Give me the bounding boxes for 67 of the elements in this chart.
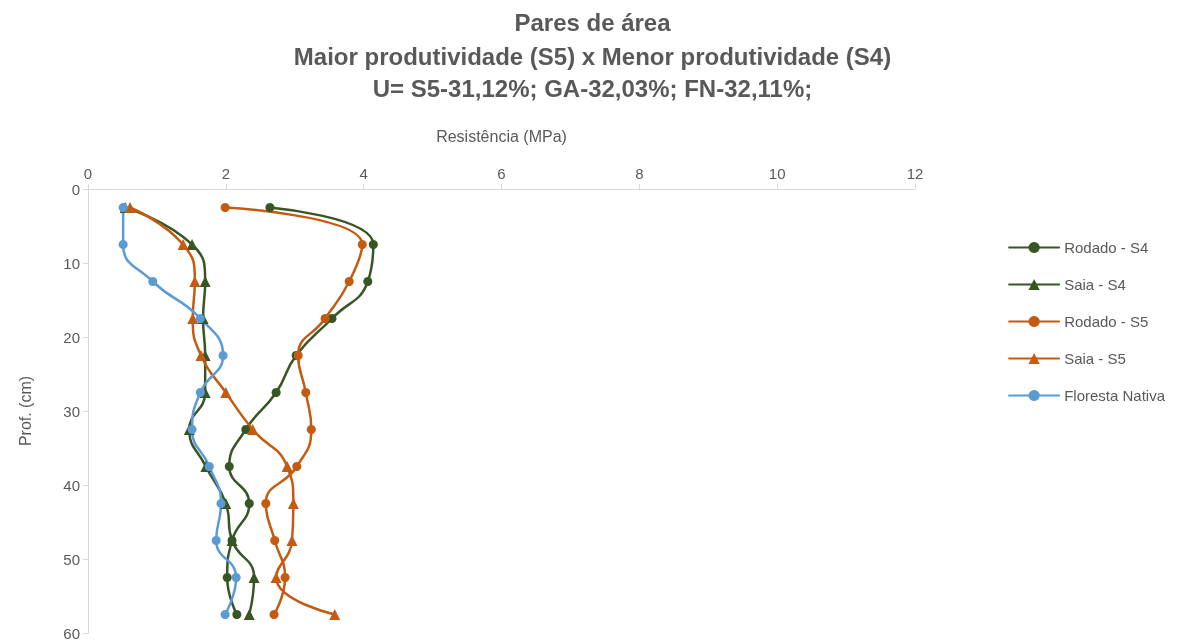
point bbox=[368, 240, 378, 249]
point bbox=[363, 277, 373, 286]
x-tick-label: 6 bbox=[497, 165, 506, 182]
point bbox=[148, 277, 158, 286]
point bbox=[232, 610, 242, 619]
legend-label: Saia - S5 bbox=[1064, 350, 1126, 367]
y-tick-label: 50 bbox=[63, 550, 80, 568]
point bbox=[187, 425, 197, 434]
point bbox=[248, 572, 260, 583]
chart-title: Pares de área bbox=[514, 8, 672, 36]
x-tick-label: 4 bbox=[359, 165, 368, 182]
point bbox=[261, 499, 271, 508]
point bbox=[124, 202, 136, 213]
point bbox=[306, 425, 316, 434]
point bbox=[243, 609, 255, 620]
x-tick-label: 10 bbox=[768, 165, 786, 182]
point bbox=[320, 314, 330, 323]
x-tick-label: 8 bbox=[635, 165, 644, 182]
point bbox=[281, 461, 293, 472]
point bbox=[187, 313, 199, 324]
y-axis-title: Prof. (cm) bbox=[16, 375, 34, 447]
legend-label: Rodado - S5 bbox=[1064, 313, 1149, 330]
y-tick-label: 10 bbox=[63, 254, 80, 272]
point bbox=[247, 424, 259, 435]
point bbox=[287, 498, 299, 509]
x-tick-label: 12 bbox=[906, 165, 924, 182]
point bbox=[329, 609, 341, 620]
point bbox=[118, 240, 128, 249]
point bbox=[231, 573, 241, 582]
x-tick-label: 0 bbox=[83, 165, 93, 182]
y-tick-label: 40 bbox=[63, 476, 80, 494]
point bbox=[195, 350, 207, 361]
point bbox=[301, 388, 311, 397]
point bbox=[195, 314, 205, 323]
point bbox=[270, 536, 280, 545]
point bbox=[265, 203, 275, 212]
point bbox=[344, 277, 354, 286]
point bbox=[177, 239, 189, 250]
y-tick-label: 0 bbox=[71, 180, 80, 198]
chart-subtitle: Maior produtividade (S5) x Menor produtividade (S4) U= S5-31,12%; GA-32,03%; FN-32,11%; bbox=[293, 42, 892, 102]
y-tick-label: 60 bbox=[63, 624, 80, 642]
point bbox=[220, 203, 230, 212]
x-tick-label: 2 bbox=[221, 165, 231, 182]
legend-label: Rodado - S4 bbox=[1064, 239, 1149, 256]
y-tick-label: 30 bbox=[63, 402, 80, 420]
point bbox=[220, 387, 232, 398]
point bbox=[211, 536, 221, 545]
point bbox=[280, 573, 290, 582]
point bbox=[270, 572, 282, 583]
point bbox=[357, 240, 367, 249]
point bbox=[271, 388, 281, 397]
point bbox=[269, 610, 279, 619]
point bbox=[292, 462, 302, 471]
point bbox=[241, 425, 251, 434]
point bbox=[218, 351, 228, 360]
legend-label: Saia - S4 bbox=[1064, 276, 1126, 293]
point bbox=[220, 610, 230, 619]
point bbox=[244, 499, 254, 508]
point bbox=[204, 462, 214, 471]
point bbox=[186, 239, 198, 250]
point bbox=[195, 388, 205, 397]
x-axis-title: Resistência (MPa) bbox=[436, 127, 567, 145]
point bbox=[216, 499, 226, 508]
legend-label: Floresta Nativa bbox=[1064, 387, 1166, 404]
y-tick-label: 20 bbox=[63, 328, 80, 346]
point bbox=[224, 462, 234, 471]
point bbox=[222, 573, 232, 582]
